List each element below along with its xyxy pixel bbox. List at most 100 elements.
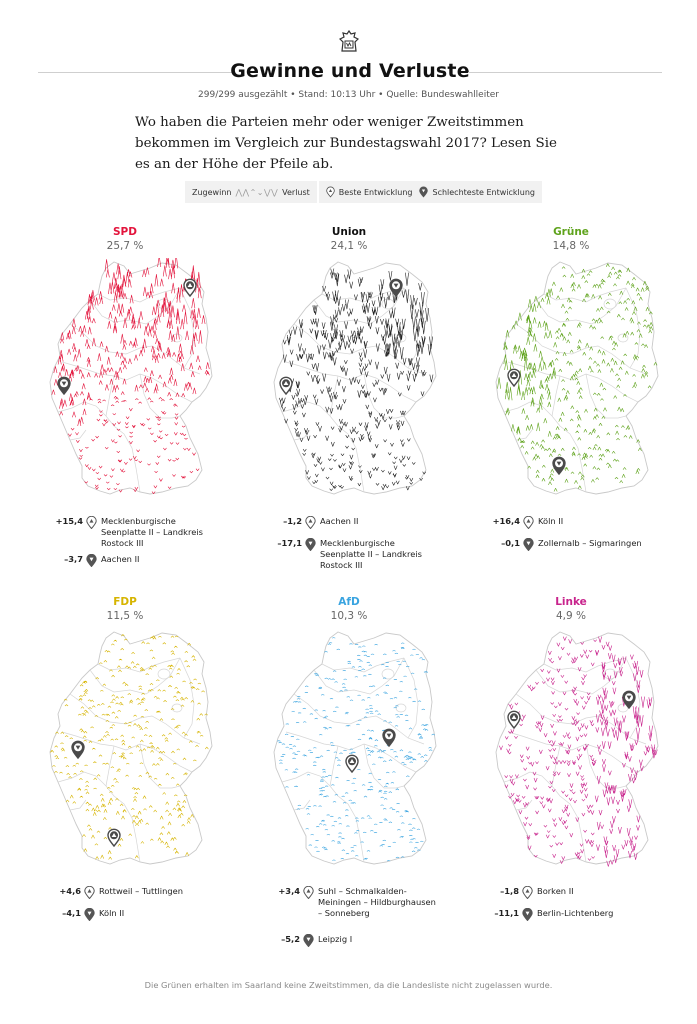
state-border [139,373,181,419]
best-stat: +4,6 Rottweil – Tuttlingen [45,886,219,899]
germany-map-fdp [49,631,213,865]
best-value: +3,4 [278,886,300,896]
state-border [515,799,533,811]
best-value: –1,2 [283,516,302,526]
worst-stat: –5,2 Leipzig I [264,934,438,947]
percent-icon: % [357,240,368,252]
worst-place: Zollernalb – Sigmaringen [538,538,642,548]
best-place: Borken II [537,886,574,896]
best-pin-icon [305,516,316,529]
state-border [157,668,171,680]
state-border [395,703,407,713]
district-arrows [277,637,435,862]
state-border [281,401,365,493]
best-district-pin-icon [345,754,359,774]
best-pin-icon [522,886,533,899]
legend-best-label: Beste Entwicklung [338,187,413,197]
page-title: Gewinne und Verluste [230,60,470,82]
state-border [69,429,87,441]
party-name: Grüne [553,226,589,238]
district-arrows [497,263,658,492]
party-value: 11,5 [106,610,131,622]
arrow-scale-icon: ⋀⋀⌃⌄⋁⋁ [235,187,279,197]
best-place: Mecklenburgische Seenplatte II – Landkre… [101,516,203,548]
newspaper-logo-icon [339,30,359,52]
legend-loss-label: Verlust [282,187,310,197]
worst-district-pin-icon [71,740,85,760]
worst-pin-icon [84,908,95,921]
party-name: AfD [338,596,360,608]
state-border [61,731,115,747]
state-border [551,375,561,417]
district-arrows [499,636,658,867]
state-border [105,375,115,417]
worst-value: –0,1 [501,538,520,548]
legend-worst-label: Schlechteste Entwicklung [432,187,535,197]
best-pin-icon [326,186,335,198]
worst-pin-icon [86,554,97,567]
percent-icon: % [133,240,144,252]
state-border [543,657,627,673]
best-district-pin-icon [107,828,121,848]
state-border [503,401,587,493]
party-value: 4,9 [555,610,573,622]
best-place: Köln II [538,516,564,526]
party-name: SPD [113,226,137,238]
best-stat: +16,4 Köln II [484,516,658,529]
party-name: FDP [113,596,137,608]
worst-value: –11,1 [494,908,519,918]
worst-district-pin-icon [389,278,403,298]
worst-place: Berlin-Lichtenberg [537,908,614,918]
percent-icon: % [579,240,590,252]
party-value: 24,1 [330,240,355,252]
state-border [321,657,405,673]
best-district-pin-icon [507,368,521,388]
change-arrows [277,637,435,862]
worst-pin-icon [303,934,314,947]
title-rule-left [38,72,232,73]
percent-icon: % [357,610,368,622]
best-district-pin-icon [279,376,293,396]
party-result: 14,8 % [466,240,676,252]
state-border [179,657,195,739]
legend: Zugewinn ⋀⋀⌃⌄⋁⋁ Verlust Beste Entwicklun… [185,181,542,203]
legend-arrow-scale: Zugewinn ⋀⋀⌃⌄⋁⋁ Verlust [185,181,317,203]
district-arrows [278,268,434,491]
state-border [97,657,181,673]
change-arrows [278,268,434,491]
state-border [603,298,617,310]
title-row: Gewinne und Verluste [38,60,662,84]
best-stat: +15,4 Mecklenburgische Seenplatte II – L… [47,516,221,549]
percent-icon: % [133,610,144,622]
best-pin-icon [523,516,534,529]
state-border [69,323,201,375]
best-value: +4,6 [59,886,81,896]
change-arrows [499,636,658,867]
state-border [363,373,405,419]
worst-value: –3,7 [64,554,83,564]
germany-map-gruene [495,261,659,495]
state-border [403,287,419,369]
worst-pin-icon [305,538,316,551]
worst-pin-icon [419,186,429,198]
party-result: 10,3 % [244,610,454,622]
worst-pin-icon [522,908,533,921]
party-result: 25,7 % [20,240,230,252]
party-value: 14,8 [552,240,577,252]
state-border [403,657,419,739]
state-border [139,743,181,789]
worst-district-pin-icon [382,728,396,748]
percent-icon: % [576,610,587,622]
party-result: 24,1 % [244,240,454,252]
state-border [69,799,87,811]
party-result: 11,5 % [20,610,230,622]
state-border [57,771,141,863]
best-pin-icon [84,886,95,899]
footnote: Die Grünen erhalten im Saarland keine Zw… [144,980,553,990]
title-rule-right [468,72,662,73]
state-border [617,333,629,343]
worst-place: Aachen II [101,554,140,564]
best-pin-icon [303,886,314,899]
worst-stat: –3,7 Aachen II [47,554,221,567]
worst-place: Mecklenburgische Seenplatte II – Landkre… [320,538,422,570]
